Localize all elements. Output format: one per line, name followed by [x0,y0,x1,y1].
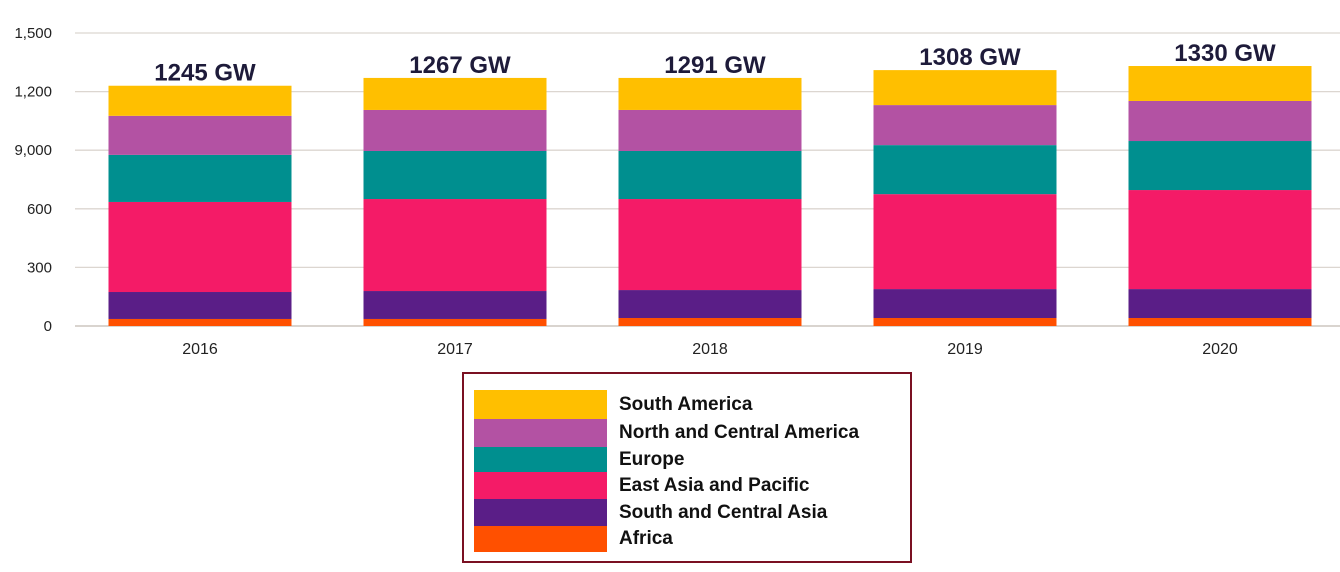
legend-item: North and Central America [474,419,859,447]
bar-segment-south-and-central-asia [873,289,1057,318]
legend: South America North and Central America Eu… [462,372,912,563]
bar-segment-africa [618,317,802,326]
bar-segment-east-asia-and-pacific [363,199,547,292]
y-tick-label: 1,500 [14,25,52,42]
y-tick-label: 9,000 [14,142,52,159]
bar-segment-south-america [873,70,1057,106]
legend-item: Africa [474,526,673,552]
bar-segment-east-asia-and-pacific [108,201,292,293]
bar-segment-south-america [1128,66,1312,101]
legend-swatch [474,390,607,419]
legend-swatch [474,499,607,526]
bar-segment-south-america [363,77,547,110]
total-label: 1245 GW [154,60,256,87]
bar-segment-north-and-central-america [363,109,547,151]
bar-segment-south-and-central-asia [363,291,547,319]
x-tick-label: 2018 [692,341,728,358]
legend-label: Africa [619,528,673,549]
legend-item: South America [474,390,752,419]
bar-segment-africa [1128,317,1312,326]
legend-item: East Asia and Pacific [474,472,809,499]
bar-segment-south-america [618,77,802,110]
bar-segment-europe [108,154,292,202]
bar-segment-north-and-central-america [108,115,292,155]
bar-segment-africa [873,317,1057,326]
legend-swatch [474,526,607,552]
bar-segment-europe [873,145,1057,195]
legend-label: North and Central America [619,422,860,443]
bar-segment-east-asia-and-pacific [873,194,1057,290]
bar-segment-north-and-central-america [618,109,802,151]
bar-segment-north-and-central-america [1128,100,1312,142]
y-tick-label: 300 [27,259,52,276]
bar-segment-south-and-central-asia [108,292,292,319]
x-tick-label: 2017 [437,341,473,358]
legend-item: South and Central Asia [474,499,827,526]
legend-swatch [474,447,607,472]
stacked-bar-chart: 0 300 600 9,000 1,200 1,500 1245 GW 2016 1267 GW… [14,25,1340,358]
total-label: 1291 GW [664,52,766,79]
total-label: 1308 GW [919,44,1021,71]
bar-segment-south-and-central-asia [618,290,802,318]
bar-segment-europe [363,150,547,200]
x-tick-label: 2019 [947,341,983,358]
legend-label: South and Central Asia [619,501,828,523]
y-tick-label: 600 [27,201,52,218]
y-tick-label: 0 [44,318,52,335]
legend-label: Europe [619,448,685,470]
x-tick-label: 2016 [182,341,218,358]
bar-segment-south-and-central-asia [1128,289,1312,318]
legend-label: South America [619,393,753,415]
bar-segment-europe [618,150,802,200]
bar-segment-europe [1128,141,1312,191]
bar-segment-east-asia-and-pacific [618,199,802,291]
bar-segment-north-and-central-america [873,105,1057,146]
legend-label: East Asia and Pacific [619,474,810,496]
total-label: 1267 GW [409,52,511,79]
total-label: 1330 GW [1174,40,1276,67]
bar-segment-africa [108,318,292,326]
legend-swatch [474,419,607,447]
legend-swatch [474,472,607,499]
bar-segment-south-america [108,85,292,116]
y-tick-label: 1,200 [14,84,52,101]
bar-segment-east-asia-and-pacific [1128,190,1312,290]
bar-segment-africa [363,318,547,326]
legend-item: Europe [474,447,684,472]
x-tick-label: 2020 [1202,341,1238,358]
